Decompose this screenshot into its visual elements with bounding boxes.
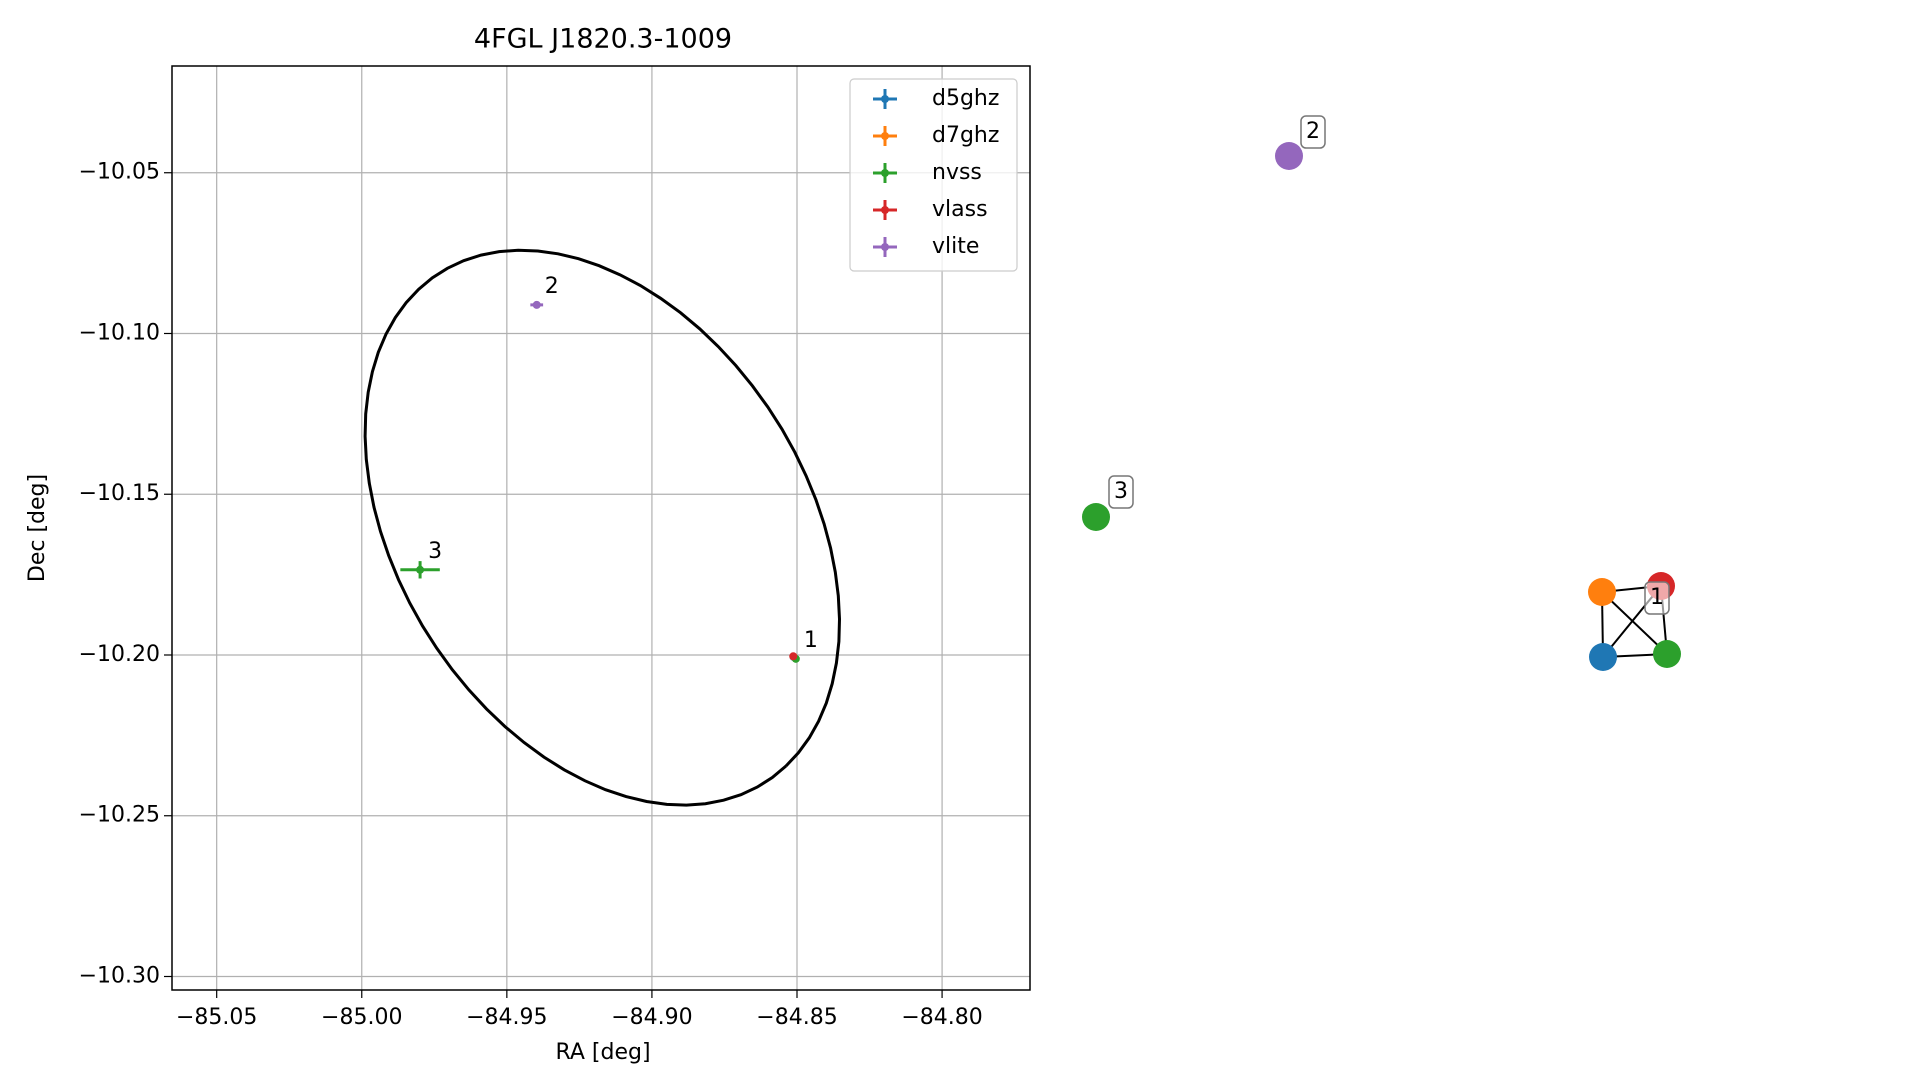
graph-label: 2 <box>1306 119 1320 144</box>
graph-node <box>1588 578 1616 606</box>
graph-node <box>1082 503 1110 531</box>
x-tick-label: −84.85 <box>756 1005 837 1030</box>
x-tick-label: −84.95 <box>466 1005 547 1030</box>
legend-swatch <box>881 95 889 103</box>
legend-label: nvss <box>932 160 982 185</box>
annotation: 2 <box>545 274 559 299</box>
graph-label-box <box>1644 581 1670 615</box>
x-tick-label: −85.05 <box>176 1005 257 1030</box>
legend-label: d5ghz <box>932 86 999 111</box>
graph-edge <box>1601 591 1668 655</box>
legend-swatch <box>881 132 889 140</box>
y-tick-label: −10.10 <box>79 320 160 345</box>
legend-label: vlass <box>932 197 988 222</box>
annotation: 1 <box>804 628 818 653</box>
y-tick-label: −10.30 <box>79 963 160 988</box>
data-point <box>416 565 425 574</box>
chart-title: 4FGL J1820.3-1009 <box>474 24 732 55</box>
y-axis-label: Dec [deg] <box>25 474 50 582</box>
graph-node <box>1589 643 1617 671</box>
x-tick-label: −85.00 <box>321 1005 402 1030</box>
annotation: 3 <box>428 539 442 564</box>
data-point <box>789 652 798 661</box>
graph-label: 3 <box>1114 479 1128 504</box>
graph-node <box>1653 640 1681 668</box>
graph-label: 1 <box>1650 585 1664 610</box>
legend-swatch <box>881 206 889 214</box>
error-ellipse <box>363 248 842 807</box>
legend-swatch <box>881 243 889 251</box>
graph-node <box>1275 142 1303 170</box>
legend-label: d7ghz <box>932 123 999 148</box>
x-tick-label: −84.90 <box>611 1005 692 1030</box>
y-tick-label: −10.05 <box>79 160 160 185</box>
legend-frame <box>849 78 1018 272</box>
legend-label: vlite <box>932 234 979 259</box>
y-tick-label: −10.25 <box>79 803 160 828</box>
y-tick-label: −10.20 <box>79 642 160 667</box>
graph-label-box <box>1108 475 1134 509</box>
x-tick-label: −84.80 <box>901 1005 982 1030</box>
axes-frame <box>171 65 1031 991</box>
data-point <box>532 300 541 309</box>
legend-swatch <box>881 169 889 177</box>
y-tick-label: −10.15 <box>79 481 160 506</box>
graph-label-box <box>1300 115 1326 149</box>
x-axis-label: RA [deg] <box>555 1040 650 1065</box>
